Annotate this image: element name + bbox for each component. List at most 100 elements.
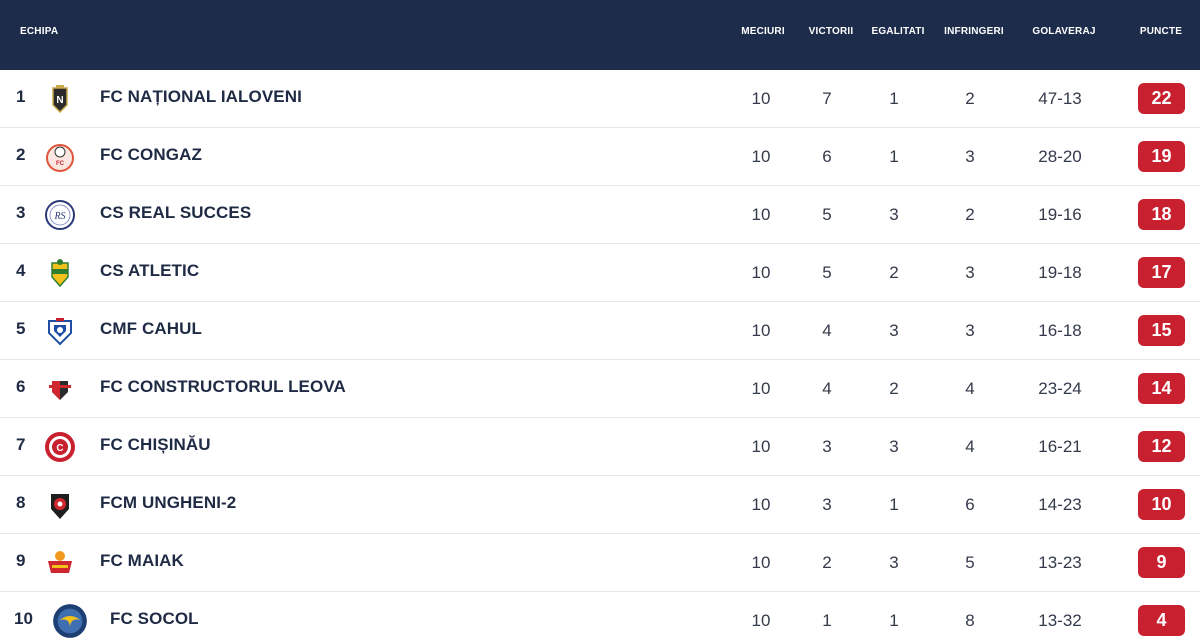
team-name[interactable]: FC MAIAK [100, 551, 184, 570]
team-meciuri: 10 [751, 263, 771, 282]
header-meciuri: MECIURI [741, 26, 785, 37]
table-row[interactable]: 9 FC MAIAK 10 2 3 5 13-23 9 [0, 534, 1200, 592]
team-egalitati: 2 [889, 379, 899, 398]
table-row[interactable]: 10 FC SOCOL 10 1 1 8 13-32 4 [0, 592, 1200, 644]
team-victorii: 4 [822, 379, 832, 398]
team-position: 3 [16, 203, 26, 222]
team-infrangeri: 4 [965, 379, 975, 398]
points-badge: 19 [1138, 141, 1185, 172]
svg-text:RS: RS [53, 211, 65, 222]
table-row[interactable]: 2 FC FC CONGAZ 10 6 1 3 28-20 19 [0, 128, 1200, 186]
team-position: 8 [16, 493, 26, 512]
team-infrangeri: 3 [965, 321, 975, 340]
team-name[interactable]: FC CHIȘINĂU [100, 435, 211, 454]
team-egalitati: 1 [889, 495, 899, 514]
table-row[interactable]: 8 FCM UNGHENI-2 10 3 1 6 14-23 10 [0, 476, 1200, 534]
team-name[interactable]: CMF CAHUL [100, 319, 202, 338]
team-meciuri: 10 [751, 205, 771, 224]
team-position: 9 [16, 551, 26, 570]
team-golaveraj: 19-16 [1038, 205, 1082, 224]
team-position: 4 [16, 261, 26, 280]
team-position: 10 [14, 609, 33, 628]
team-infrangeri: 8 [965, 611, 975, 630]
table-row[interactable]: 5 CMF CAHUL 10 4 3 3 16-18 15 [0, 302, 1200, 360]
svg-text:N: N [56, 95, 63, 106]
constructorul-leova-crest-icon [44, 373, 76, 405]
team-infrangeri: 6 [965, 495, 975, 514]
atletic-crest-icon [44, 257, 76, 289]
team-egalitati: 3 [889, 553, 899, 572]
team-victorii: 5 [822, 205, 832, 224]
team-position: 7 [16, 435, 26, 454]
team-name[interactable]: CS ATLETIC [100, 261, 200, 280]
team-infrangeri: 5 [965, 553, 975, 572]
header-egalitati: EGALITATI [871, 26, 925, 37]
table-row[interactable]: 6 FC CONSTRUCTORUL LEOVA 10 4 2 4 23-24 … [0, 360, 1200, 418]
header-golaveraj: GOLAVERAJ [1032, 26, 1096, 37]
points-badge: 14 [1138, 373, 1185, 404]
team-name[interactable]: FC CONGAZ [100, 145, 202, 164]
header-team: ECHIPA [20, 26, 59, 37]
team-infrangeri: 3 [965, 147, 975, 166]
team-meciuri: 10 [751, 147, 771, 166]
team-egalitati: 3 [889, 205, 899, 224]
table-row[interactable]: 7 C FC CHIȘINĂU 10 3 3 4 16-21 12 [0, 418, 1200, 476]
team-name[interactable]: CS REAL SUCCES [100, 203, 252, 222]
socol-crest-icon [52, 603, 88, 639]
points-badge: 22 [1138, 83, 1185, 114]
team-victorii: 3 [822, 495, 832, 514]
table-row[interactable]: 1 N FC NAȚIONAL IALOVENI 10 7 1 2 47-13 … [0, 70, 1200, 128]
team-victorii: 7 [822, 89, 832, 108]
points-badge: 12 [1138, 431, 1185, 462]
team-egalitati: 3 [889, 321, 899, 340]
table-row[interactable]: 4 CS ATLETIC 10 5 2 3 19-18 17 [0, 244, 1200, 302]
ungheni-crest-icon [44, 489, 76, 521]
chisinau-crest-icon: C [44, 431, 76, 463]
team-golaveraj: 23-24 [1038, 379, 1082, 398]
points-badge: 17 [1138, 257, 1185, 288]
team-infrangeri: 3 [965, 263, 975, 282]
points-badge: 18 [1138, 199, 1185, 230]
team-position: 5 [16, 319, 26, 338]
maiak-crest-icon [44, 547, 76, 579]
team-meciuri: 10 [751, 89, 771, 108]
team-meciuri: 10 [751, 553, 771, 572]
standings-header: ECHIPA MECIURI VICTORII EGALITATI INFRIN… [0, 0, 1200, 70]
team-golaveraj: 28-20 [1038, 147, 1082, 166]
svg-text:FC: FC [56, 161, 65, 167]
team-victorii: 4 [822, 321, 832, 340]
table-row[interactable]: 3 RS CS REAL SUCCES 10 5 3 2 19-16 18 [0, 186, 1200, 244]
team-golaveraj: 14-23 [1038, 495, 1082, 514]
team-meciuri: 10 [751, 437, 771, 456]
team-position: 1 [16, 87, 26, 106]
points-badge: 9 [1138, 547, 1185, 578]
points-badge: 10 [1138, 489, 1185, 520]
header-puncte: PUNCTE [1139, 26, 1183, 37]
team-meciuri: 10 [751, 611, 771, 630]
team-egalitati: 1 [889, 611, 899, 630]
team-victorii: 2 [822, 553, 832, 572]
cahul-crest-icon [44, 315, 76, 347]
points-badge: 4 [1138, 605, 1185, 636]
team-victorii: 1 [822, 611, 832, 630]
team-infrangeri: 4 [965, 437, 975, 456]
team-infrangeri: 2 [965, 205, 975, 224]
team-golaveraj: 13-32 [1038, 611, 1082, 630]
team-golaveraj: 16-18 [1038, 321, 1082, 340]
team-meciuri: 10 [751, 321, 771, 340]
real-succes-crest-icon: RS [44, 199, 76, 231]
congaz-crest-icon: FC [44, 141, 76, 173]
team-name[interactable]: FC SOCOL [110, 609, 199, 628]
team-name[interactable]: FC CONSTRUCTORUL LEOVA [100, 377, 346, 396]
team-egalitati: 2 [889, 263, 899, 282]
team-golaveraj: 19-18 [1038, 263, 1082, 282]
points-badge: 15 [1138, 315, 1185, 346]
team-position: 6 [16, 377, 26, 396]
team-infrangeri: 2 [965, 89, 975, 108]
team-name[interactable]: FCM UNGHENI-2 [100, 493, 237, 512]
svg-text:C: C [56, 443, 63, 454]
header-infrangeri: INFRINGERI [944, 26, 1004, 37]
team-name[interactable]: FC NAȚIONAL IALOVENI [100, 87, 302, 106]
header-victorii: VICTORII [808, 26, 854, 37]
team-meciuri: 10 [751, 495, 771, 514]
